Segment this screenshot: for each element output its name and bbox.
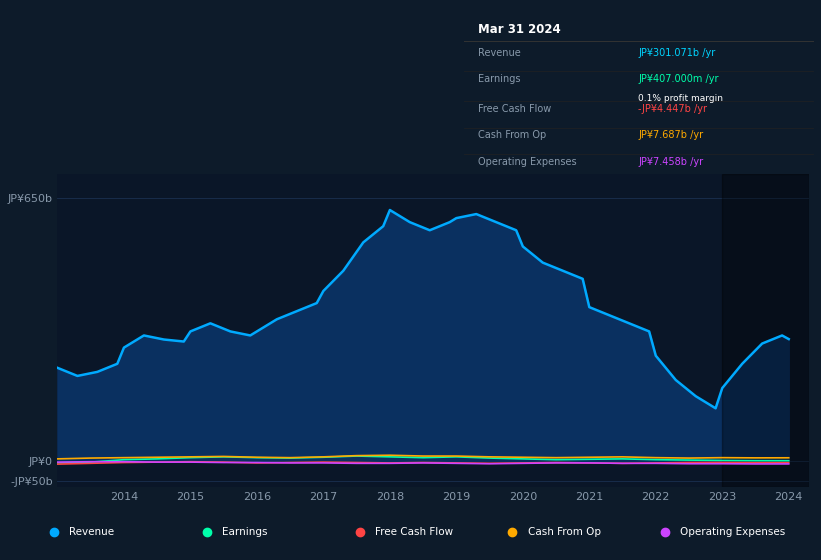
Text: Revenue: Revenue bbox=[70, 527, 115, 537]
Text: Operating Expenses: Operating Expenses bbox=[681, 527, 786, 537]
Text: Cash From Op: Cash From Op bbox=[528, 527, 601, 537]
Text: -JP¥4.447b /yr: -JP¥4.447b /yr bbox=[639, 104, 708, 114]
Bar bbox=[722, 174, 809, 487]
Text: 0.1% profit margin: 0.1% profit margin bbox=[639, 94, 723, 103]
Text: JP¥7.687b /yr: JP¥7.687b /yr bbox=[639, 130, 704, 140]
Text: Operating Expenses: Operating Expenses bbox=[478, 157, 576, 166]
Text: Revenue: Revenue bbox=[478, 48, 521, 58]
Text: Earnings: Earnings bbox=[222, 527, 268, 537]
Text: JP¥301.071b /yr: JP¥301.071b /yr bbox=[639, 48, 716, 58]
Text: JP¥7.458b /yr: JP¥7.458b /yr bbox=[639, 157, 704, 166]
Text: Cash From Op: Cash From Op bbox=[478, 130, 546, 140]
Text: JP¥407.000m /yr: JP¥407.000m /yr bbox=[639, 74, 719, 84]
Text: Earnings: Earnings bbox=[478, 74, 521, 84]
Text: Free Cash Flow: Free Cash Flow bbox=[478, 104, 551, 114]
Text: Free Cash Flow: Free Cash Flow bbox=[375, 527, 453, 537]
Text: Mar 31 2024: Mar 31 2024 bbox=[478, 23, 561, 36]
